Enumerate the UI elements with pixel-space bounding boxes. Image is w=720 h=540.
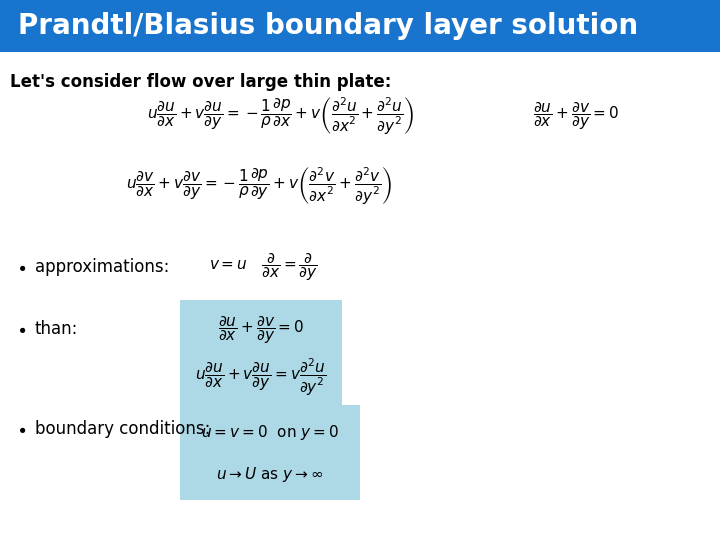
- Text: $u\dfrac{\partial u}{\partial x}+v\dfrac{\partial u}{\partial y}=-\dfrac{1}{\rho: $u\dfrac{\partial u}{\partial x}+v\dfrac…: [147, 96, 415, 137]
- Text: $\bullet$: $\bullet$: [16, 320, 26, 339]
- Text: $\bullet$: $\bullet$: [16, 258, 26, 276]
- Text: than:: than:: [35, 320, 78, 339]
- FancyBboxPatch shape: [180, 405, 360, 500]
- Text: $\bullet$: $\bullet$: [16, 420, 26, 438]
- Text: $u\to U\ \mathrm{as}\ y\to\infty$: $u\to U\ \mathrm{as}\ y\to\infty$: [216, 465, 324, 484]
- Text: $u=v=0\ \ \mathrm{on}\ y=0$: $u=v=0\ \ \mathrm{on}\ y=0$: [201, 423, 339, 442]
- Text: $\dfrac{\partial u}{\partial x}+\dfrac{\partial v}{\partial y}=0$: $\dfrac{\partial u}{\partial x}+\dfrac{\…: [218, 314, 304, 346]
- Text: $v = u \quad \dfrac{\partial}{\partial x} = \dfrac{\partial}{\partial y}$: $v = u \quad \dfrac{\partial}{\partial x…: [209, 252, 318, 283]
- Text: $u\dfrac{\partial v}{\partial x}+v\dfrac{\partial v}{\partial y}=-\dfrac{1}{\rho: $u\dfrac{\partial v}{\partial x}+v\dfrac…: [126, 166, 392, 207]
- Text: Prandtl/Blasius boundary layer solution: Prandtl/Blasius boundary layer solution: [18, 12, 638, 40]
- FancyBboxPatch shape: [0, 0, 720, 52]
- FancyBboxPatch shape: [180, 300, 342, 405]
- Text: boundary conditions:: boundary conditions:: [35, 420, 210, 438]
- Text: Let's consider flow over large thin plate:: Let's consider flow over large thin plat…: [10, 73, 392, 91]
- Text: $\dfrac{\partial u}{\partial x}+\dfrac{\partial v}{\partial y}=0$: $\dfrac{\partial u}{\partial x}+\dfrac{\…: [533, 100, 619, 132]
- Text: $u\dfrac{\partial u}{\partial x}+v\dfrac{\partial u}{\partial y}=v\dfrac{\partia: $u\dfrac{\partial u}{\partial x}+v\dfrac…: [196, 357, 326, 398]
- Text: approximations:: approximations:: [35, 258, 169, 276]
